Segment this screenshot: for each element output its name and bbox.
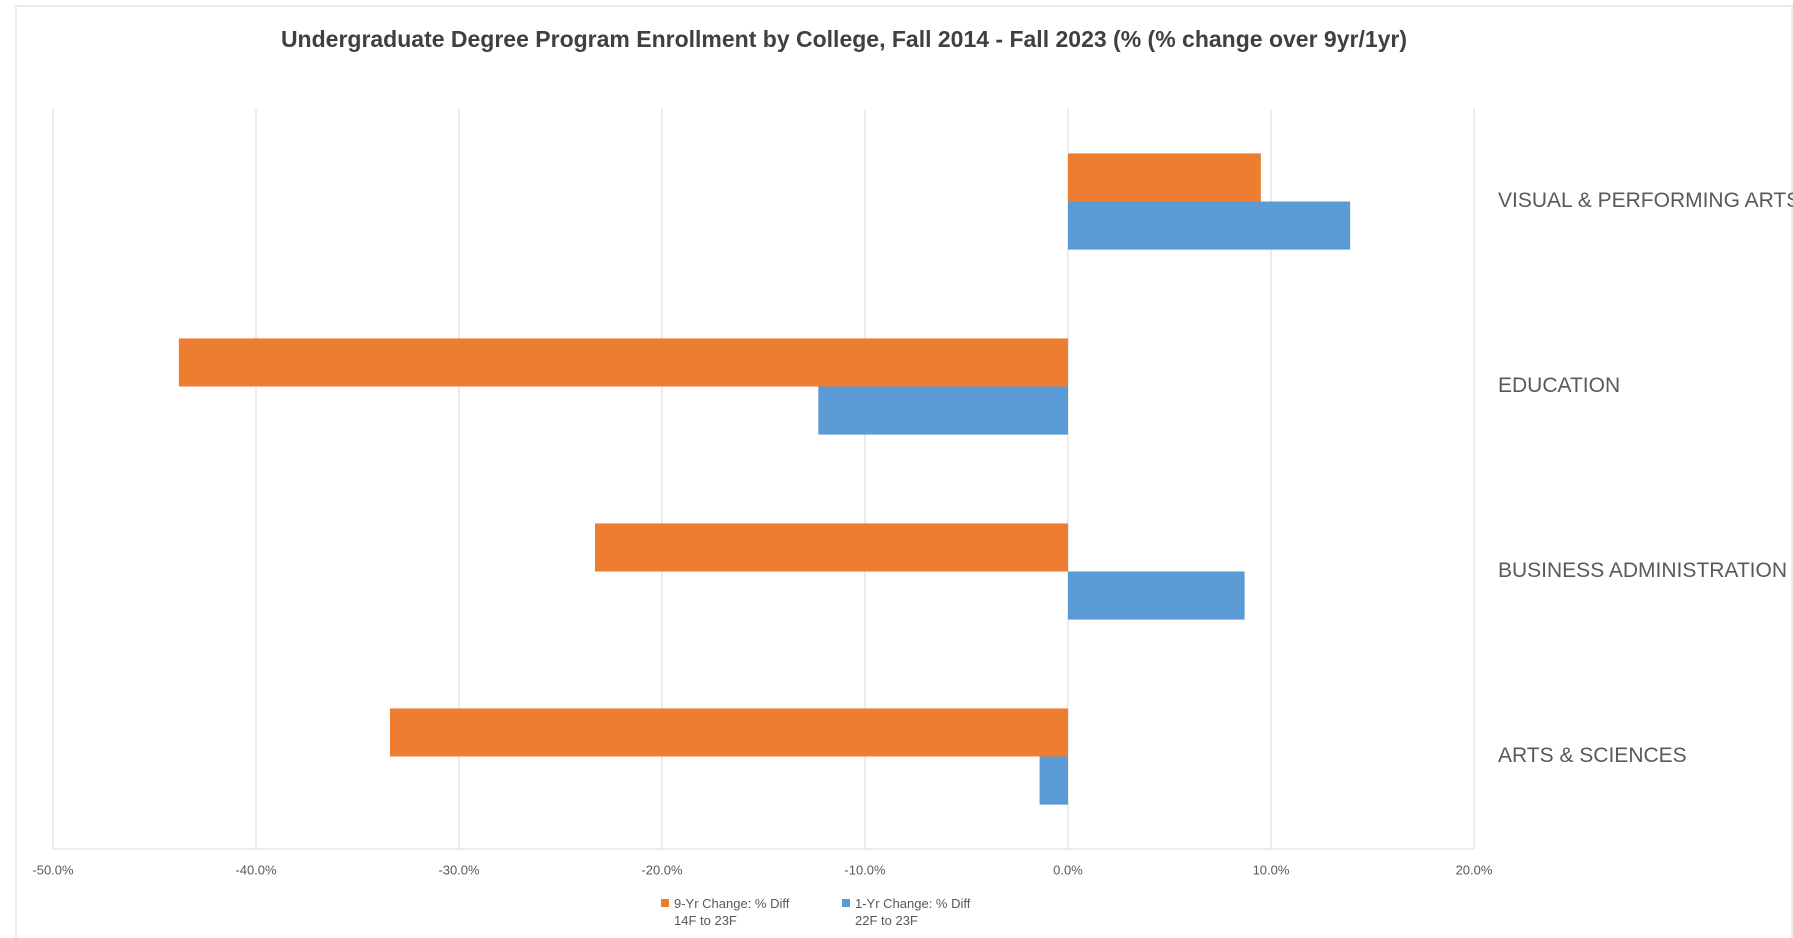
x-tick-label: 0.0%: [1053, 862, 1083, 877]
chart-frame: [15, 5, 1793, 938]
x-tick-label: -10.0%: [844, 862, 886, 877]
bar: [1068, 201, 1351, 250]
x-tick-label: 10.0%: [1253, 862, 1290, 877]
legend-swatch: [661, 899, 669, 907]
x-tick-label: -50.0%: [32, 862, 74, 877]
legend-label: 1-Yr Change: % Diff 22F to 23F: [855, 896, 971, 928]
category-label: ARTS & SCIENCES: [1498, 744, 1687, 767]
x-tick-label: -30.0%: [438, 862, 480, 877]
bar: [1039, 756, 1068, 805]
chart-title: Undergraduate Degree Program Enrollment …: [281, 26, 1407, 52]
legend-item: 1-Yr Change: % Diff 22F to 23F: [842, 895, 977, 929]
x-tick-label: -40.0%: [235, 862, 277, 877]
bar: [818, 386, 1068, 435]
category-label: EDUCATION: [1498, 374, 1620, 397]
legend-item: 9-Yr Change: % Diff 14F to 23F: [661, 895, 796, 929]
category-label: VISUAL & PERFORMING ARTS: [1498, 189, 1793, 212]
bar: [1068, 153, 1261, 202]
bar: [1068, 571, 1245, 620]
legend-swatch: [842, 899, 850, 907]
x-tick-label: 20.0%: [1456, 862, 1493, 877]
bar: [389, 708, 1069, 757]
x-tick-label: -20.0%: [641, 862, 683, 877]
bar: [595, 523, 1068, 572]
bar: [178, 338, 1069, 387]
category-label: BUSINESS ADMINISTRATION: [1498, 559, 1787, 582]
legend-label: 9-Yr Change: % Diff 14F to 23F: [674, 896, 790, 928]
